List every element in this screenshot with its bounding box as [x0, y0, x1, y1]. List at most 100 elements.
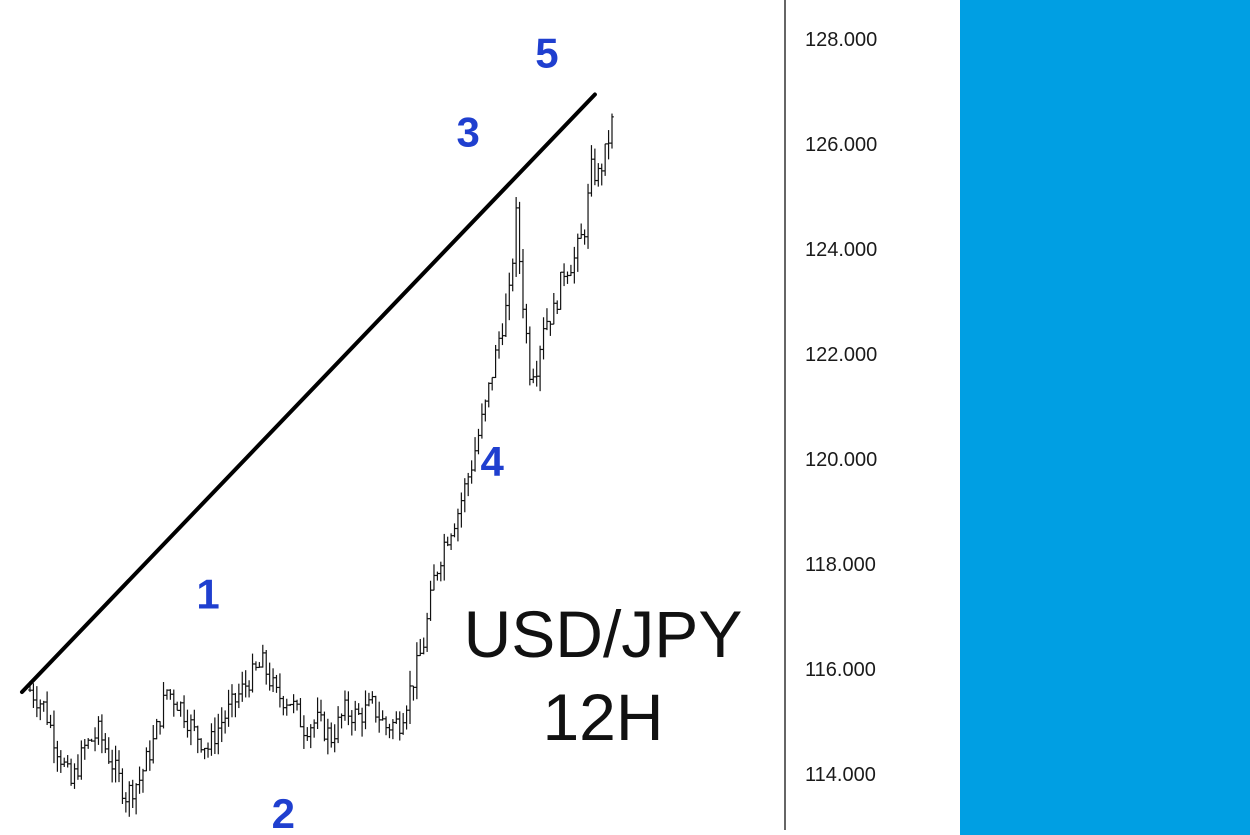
- y-tick-label: 128.000: [805, 29, 877, 51]
- candle: [48, 714, 53, 729]
- wave-label-5: 5: [535, 30, 558, 77]
- candle: [534, 360, 539, 387]
- candle: [31, 683, 36, 708]
- candle: [76, 754, 80, 780]
- candle: [401, 712, 405, 735]
- candle: [178, 701, 183, 717]
- candle: [154, 718, 159, 740]
- candle: [86, 738, 90, 749]
- candle: [82, 738, 87, 760]
- candle: [596, 163, 601, 187]
- candle: [62, 757, 67, 767]
- candle: [288, 703, 292, 707]
- candle: [261, 644, 265, 668]
- candle: [493, 344, 498, 379]
- candle: [137, 766, 142, 794]
- candle: [237, 683, 241, 709]
- candle: [45, 691, 49, 725]
- candle: [144, 747, 149, 772]
- candle: [370, 691, 375, 704]
- candle: [473, 437, 477, 472]
- candle: [332, 724, 337, 753]
- candle: [507, 272, 512, 321]
- candle: [610, 113, 614, 149]
- candle: [497, 331, 501, 359]
- candle: [510, 258, 515, 292]
- candle: [120, 768, 125, 804]
- candle: [219, 707, 224, 743]
- candle: [284, 698, 289, 716]
- candle: [356, 703, 361, 716]
- candle: [480, 403, 484, 439]
- candle: [411, 685, 416, 701]
- candle: [565, 271, 570, 284]
- candle: [271, 668, 275, 693]
- candle: [141, 768, 145, 793]
- candle: [408, 670, 412, 724]
- candle: [223, 710, 227, 734]
- candle: [541, 317, 546, 360]
- y-axis-ticks: 114.000 116.000 118.000 120.000 122.000 124.0…: [805, 29, 877, 786]
- candle: [96, 716, 101, 745]
- candle: [528, 326, 532, 386]
- candle: [599, 163, 604, 186]
- candle: [449, 533, 453, 551]
- candlestick-series: [28, 113, 614, 817]
- candle: [168, 689, 173, 700]
- candle: [113, 745, 118, 783]
- candle: [425, 612, 429, 652]
- candle: [572, 246, 577, 284]
- candle: [346, 691, 351, 726]
- candle: [267, 662, 272, 691]
- candle: [41, 700, 46, 712]
- candle: [305, 727, 310, 741]
- candle: [161, 682, 166, 729]
- side-panel: [960, 0, 1250, 835]
- wave-label-4: 4: [480, 438, 504, 485]
- candle: [514, 197, 518, 277]
- candle: [531, 368, 536, 384]
- candle: [343, 690, 347, 721]
- candle: [158, 720, 162, 735]
- candle: [394, 711, 399, 724]
- candle: [243, 670, 248, 698]
- candle: [302, 715, 306, 749]
- candle: [79, 740, 84, 780]
- y-tick-label: 124.000: [805, 239, 877, 261]
- candle: [521, 248, 525, 319]
- candle: [397, 711, 402, 741]
- candle: [281, 695, 286, 716]
- candle: [439, 561, 443, 582]
- candle: [483, 399, 488, 422]
- candle: [421, 637, 426, 655]
- candle: [148, 740, 152, 771]
- candle: [363, 690, 368, 730]
- candle: [384, 716, 388, 736]
- candle: [185, 709, 190, 738]
- candle: [552, 292, 556, 325]
- y-tick-label: 116.000: [805, 659, 876, 681]
- candle: [469, 460, 474, 484]
- candle: [264, 649, 269, 685]
- wave-label-2: 2: [272, 790, 295, 835]
- candle: [233, 692, 238, 718]
- candle: [192, 709, 197, 732]
- candle: [72, 763, 77, 789]
- wave-label-1: 1: [196, 570, 219, 617]
- candle: [582, 229, 587, 245]
- candle: [456, 508, 460, 542]
- candle: [387, 723, 392, 739]
- candle: [230, 684, 234, 718]
- candle: [134, 783, 138, 815]
- candle: [257, 662, 262, 669]
- candle: [504, 293, 508, 337]
- candle: [151, 725, 156, 764]
- candle: [59, 750, 63, 773]
- candle: [199, 738, 203, 753]
- candle: [545, 308, 549, 331]
- candle: [377, 701, 381, 733]
- candle: [117, 750, 121, 783]
- chart-title-pair: USD/JPY: [464, 597, 743, 671]
- y-tick-label: 120.000: [805, 449, 877, 471]
